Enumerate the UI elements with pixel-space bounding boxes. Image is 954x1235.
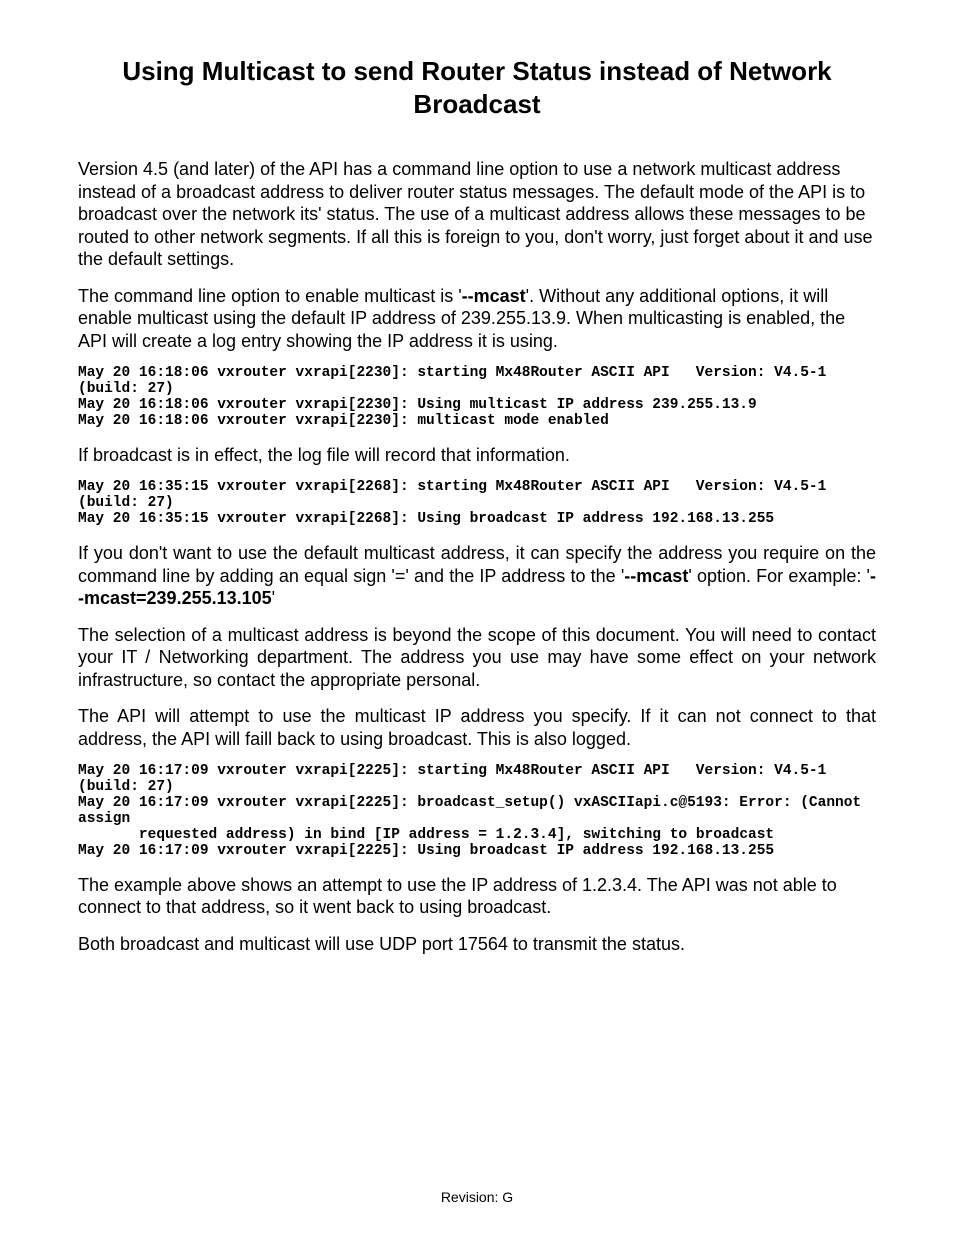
- paragraph-broadcast-log: If broadcast is in effect, the log file …: [78, 444, 876, 467]
- paragraph-fallback: The API will attempt to use the multicas…: [78, 705, 876, 750]
- page-footer: Revision: G: [0, 1189, 954, 1205]
- paragraph-custom-address: If you don't want to use the default mul…: [78, 542, 876, 610]
- text-run: The command line option to enable multic…: [78, 286, 462, 306]
- paragraph-mcast-option: The command line option to enable multic…: [78, 285, 876, 353]
- paragraph-port: Both broadcast and multicast will use UD…: [78, 933, 876, 956]
- paragraph-address-selection: The selection of a multicast address is …: [78, 624, 876, 692]
- inline-code: --mcast: [624, 566, 688, 586]
- paragraph-intro: Version 4.5 (and later) of the API has a…: [78, 158, 876, 271]
- page-title: Using Multicast to send Router Status in…: [78, 55, 876, 120]
- text-run: ' option. For example: ': [688, 566, 870, 586]
- inline-code: --mcast: [462, 286, 526, 306]
- log-block-broadcast: May 20 16:35:15 vxrouter vxrapi[2268]: s…: [78, 480, 876, 528]
- log-block-error: May 20 16:17:09 vxrouter vxrapi[2225]: s…: [78, 764, 876, 860]
- paragraph-example-note: The example above shows an attempt to us…: [78, 874, 876, 919]
- document-page: Using Multicast to send Router Status in…: [0, 0, 954, 1235]
- text-run: ': [272, 588, 275, 608]
- log-block-multicast: May 20 16:18:06 vxrouter vxrapi[2230]: s…: [78, 366, 876, 430]
